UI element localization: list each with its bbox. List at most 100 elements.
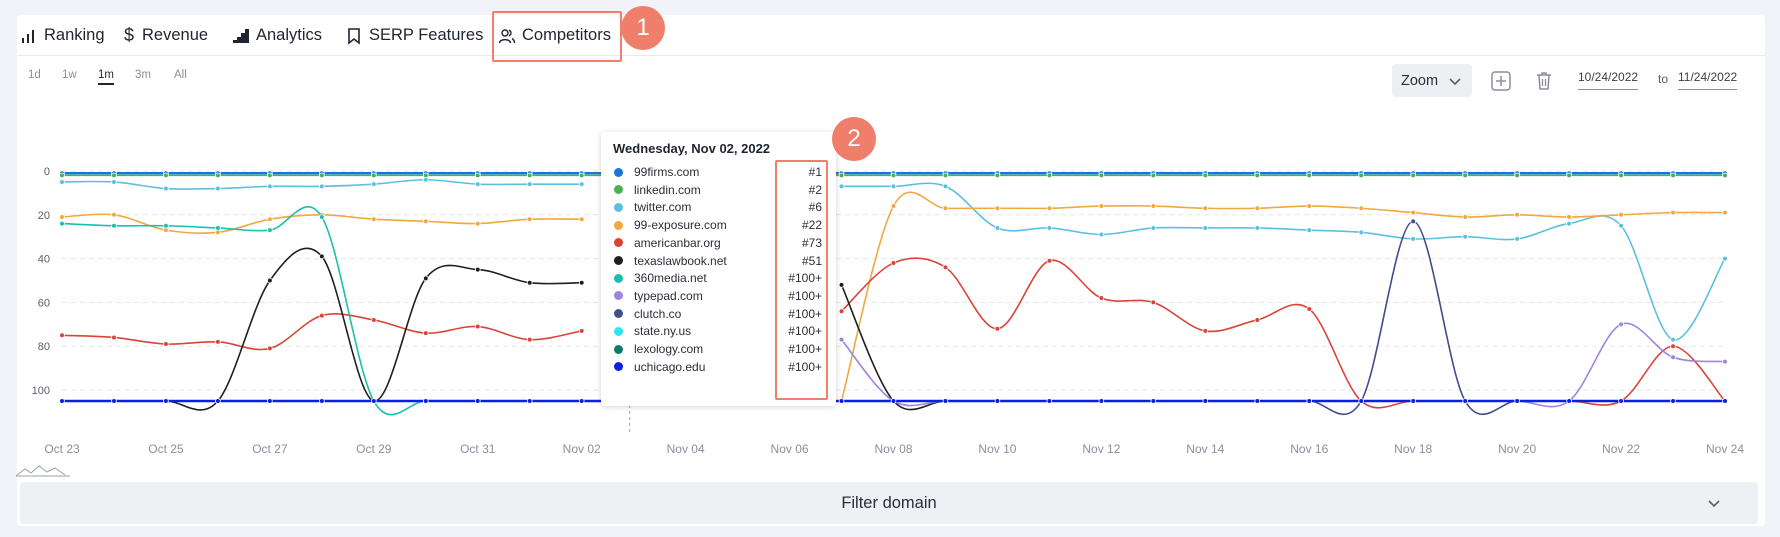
data-point xyxy=(1098,398,1105,404)
add-annotation-icon[interactable] xyxy=(1490,70,1512,92)
mini-chart-icon xyxy=(15,465,70,477)
data-point xyxy=(1670,172,1676,179)
data-point xyxy=(942,205,949,212)
data-point xyxy=(1514,172,1520,179)
data-point xyxy=(1722,172,1728,179)
x-tick-label: Oct 25 xyxy=(148,442,184,456)
tooltip-rank-value: #2 xyxy=(808,182,822,197)
series-color-dot xyxy=(614,185,623,195)
tab-analytics[interactable]: Analytics xyxy=(232,15,322,56)
data-point xyxy=(1670,336,1676,343)
zoom-select[interactable]: Zoom xyxy=(1392,64,1472,97)
data-point xyxy=(1358,398,1365,404)
tab-serp-features[interactable]: SERP Features xyxy=(345,15,483,56)
bar-chart-icon xyxy=(22,29,34,43)
data-point xyxy=(578,279,585,286)
tab-serp-features-label: SERP Features xyxy=(369,26,484,44)
data-point xyxy=(526,398,533,404)
tooltip-rank-value: #100+ xyxy=(788,271,822,286)
series-color-dot xyxy=(614,220,623,230)
data-point xyxy=(319,253,325,260)
data-point xyxy=(59,332,65,339)
chart-tooltip: Wednesday, Nov 02, 2022 99firms.com #1 lin… xyxy=(601,132,836,406)
series-line-texaslawbook-net xyxy=(62,247,582,411)
x-tick-label: Oct 29 xyxy=(356,442,392,456)
data-point xyxy=(1202,172,1209,179)
series-color-dot xyxy=(614,273,623,283)
tooltip-row: state.ny.us #100+ xyxy=(614,321,824,341)
bookmark-icon xyxy=(348,27,360,45)
range-3m[interactable]: 3m xyxy=(135,69,151,81)
data-point xyxy=(1566,398,1572,404)
tooltip-rank-value: #100+ xyxy=(788,342,822,356)
data-point xyxy=(474,398,481,404)
data-point xyxy=(1254,172,1261,179)
competitors-rank-chart[interactable]: 0 20 40 60 80 100 Oct 23 Oct 25 Oct 27 Oct 29 Oct … xyxy=(0,0,1780,480)
range-1d[interactable]: 1d xyxy=(28,69,41,81)
data-point xyxy=(474,172,481,179)
range-all[interactable]: All xyxy=(174,69,187,81)
data-point xyxy=(474,266,481,273)
range-1m[interactable]: 1m xyxy=(98,69,114,85)
data-point xyxy=(1670,398,1676,404)
tooltip-row: 360media.net #100+ xyxy=(614,268,824,288)
data-point xyxy=(1410,209,1416,216)
data-point xyxy=(163,222,169,229)
date-from-input[interactable]: 10/24/2022 xyxy=(1578,70,1639,90)
tooltip-row: 99firms.com #1 xyxy=(614,162,824,182)
tab-ranking[interactable]: Ranking xyxy=(20,15,105,56)
data-point xyxy=(526,181,533,187)
data-point xyxy=(1462,214,1468,220)
data-point xyxy=(319,398,325,404)
data-point xyxy=(1722,358,1728,365)
data-point xyxy=(422,218,429,225)
range-1w[interactable]: 1w xyxy=(62,69,77,81)
data-point xyxy=(422,176,429,183)
series-color-dot xyxy=(614,309,623,319)
data-point xyxy=(578,398,585,404)
data-point xyxy=(942,264,949,271)
tooltip-rank-value: #100+ xyxy=(788,359,822,374)
data-point xyxy=(1306,398,1313,404)
values-highlight-box xyxy=(775,160,828,400)
competitors-highlight-box xyxy=(492,11,622,62)
date-to-input[interactable]: 11/24/2022 xyxy=(1678,70,1738,90)
x-tick-label: Nov 24 xyxy=(1706,442,1744,456)
x-tick-label: Nov 02 xyxy=(563,442,601,456)
data-point xyxy=(1566,214,1572,220)
filter-domain-label: Filter domain xyxy=(841,493,937,512)
tab-competitors-label: Competitors xyxy=(522,26,611,44)
data-point xyxy=(1202,225,1209,231)
x-tick-label: Oct 27 xyxy=(252,442,288,456)
series-color-dot xyxy=(614,326,623,336)
chevron-down-icon xyxy=(1708,500,1720,508)
data-point xyxy=(422,398,429,404)
data-point xyxy=(59,214,65,220)
tooltip-domain: clutch.co xyxy=(634,306,682,321)
data-point xyxy=(319,312,325,319)
data-point xyxy=(1098,203,1105,209)
data-point xyxy=(111,398,117,404)
tab-competitors[interactable]: Competitors xyxy=(498,15,611,56)
data-point xyxy=(163,398,169,404)
tooltip-row: 99-exposure.com #22 xyxy=(614,215,824,235)
data-point xyxy=(578,216,585,222)
data-point xyxy=(1618,321,1624,328)
tab-revenue[interactable]: $ Revenue xyxy=(124,15,208,56)
data-point xyxy=(215,185,221,192)
date-to-label: to xyxy=(1658,72,1669,86)
tooltip-rank-value: #51 xyxy=(801,253,822,268)
data-point xyxy=(1150,299,1157,306)
tooltip-row: texaslawbook.net #51 xyxy=(614,251,824,271)
filter-domain-dropdown[interactable]: Filter domain xyxy=(20,482,1758,524)
annotation-badge-1: 1 xyxy=(621,6,665,50)
data-point xyxy=(1566,220,1572,227)
trash-icon[interactable] xyxy=(1533,70,1555,92)
tooltip-domain: uchicago.edu xyxy=(634,359,706,374)
data-point xyxy=(215,398,221,404)
data-point xyxy=(1306,172,1313,179)
data-point xyxy=(111,212,117,218)
tooltip-row: twitter.com #6 xyxy=(614,197,824,217)
data-point xyxy=(267,345,273,352)
data-point xyxy=(526,172,533,179)
